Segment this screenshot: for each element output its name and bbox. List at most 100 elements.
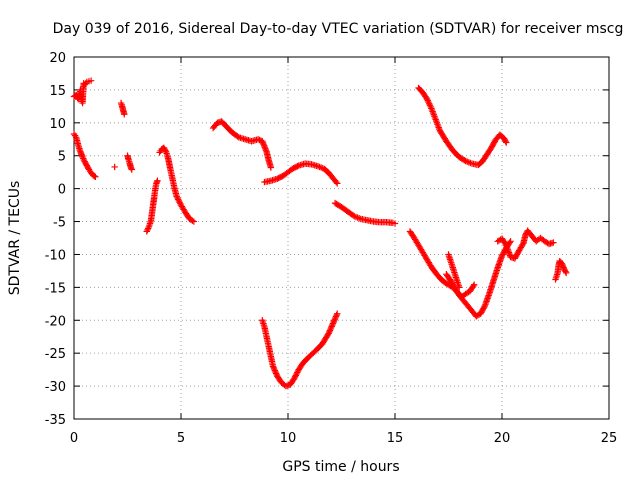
data-point-marker (272, 368, 279, 376)
data-series-s16 (494, 227, 557, 262)
y-tick-label: -30 (45, 380, 66, 395)
data-point-marker (259, 139, 267, 146)
chart-title: Day 039 of 2016, Sidereal Day-to-day VTE… (53, 21, 624, 37)
data-point-marker (456, 284, 463, 291)
data-point-marker (330, 318, 337, 326)
y-tick-label: -35 (45, 413, 66, 428)
data-point-marker (254, 136, 262, 143)
data-series-s10 (259, 310, 341, 390)
data-point-marker (294, 369, 301, 376)
data-point-marker (326, 327, 334, 334)
data-point-marker (234, 133, 241, 140)
data-points (70, 77, 570, 390)
data-point-marker (562, 268, 569, 275)
data-series-s7 (156, 144, 198, 225)
data-series-s2 (70, 130, 99, 180)
x-tick-label: 0 (70, 431, 78, 446)
data-point-marker (173, 193, 180, 200)
x-tick-label: 15 (387, 431, 404, 446)
data-point-marker (176, 199, 183, 206)
y-tick-label: 10 (49, 117, 66, 132)
data-point-marker (502, 240, 509, 248)
data-series-s12 (415, 84, 510, 169)
data-point-marker (328, 323, 335, 330)
data-point-marker (291, 374, 298, 382)
data-point-marker (294, 163, 301, 170)
data-point-marker (332, 314, 339, 322)
y-tick-label: -25 (45, 347, 66, 362)
data-point-marker (269, 363, 277, 370)
data-point-marker (461, 157, 468, 164)
y-tick-label: -10 (45, 248, 66, 263)
x-tick-label: 5 (177, 431, 185, 446)
data-point-marker (267, 164, 275, 171)
data-point-marker (154, 177, 161, 184)
data-series-s5 (124, 152, 135, 173)
data-point-marker (325, 330, 332, 337)
data-point-marker (470, 281, 478, 288)
data-point-marker (333, 311, 340, 319)
y-axis-label: SDTVAR / TECUs (7, 181, 23, 296)
data-point-marker (174, 194, 181, 202)
data-point-marker (329, 321, 336, 329)
data-point-marker (519, 241, 526, 248)
data-point-marker (121, 111, 128, 118)
data-point-marker (331, 316, 338, 323)
data-point-marker (271, 367, 279, 374)
data-point-marker (260, 142, 268, 149)
data-point-marker (111, 163, 118, 171)
data-point-marker (327, 326, 334, 333)
data-point-marker (502, 138, 509, 145)
y-tick-label: -20 (45, 314, 66, 329)
data-series-s14 (443, 238, 514, 320)
data-point-marker (259, 138, 266, 145)
data-point-marker (507, 238, 514, 245)
y-tick-label: 0 (58, 183, 66, 198)
axis-ticks: -35 -30 -25 -20 -15 -10 -5 0 5 10 15 20 0 5 10 15 20 25 (45, 51, 618, 446)
grid-lines (74, 57, 609, 419)
data-point-marker (189, 217, 196, 224)
plot-frame (73, 56, 610, 420)
data-series-s3 (111, 163, 118, 171)
y-tick-label: 5 (58, 150, 66, 165)
data-point-marker (262, 147, 270, 154)
data-point-marker (330, 317, 338, 324)
data-point-marker (190, 218, 198, 225)
data-point-marker (82, 80, 89, 87)
data-point-marker (292, 372, 300, 379)
y-tick-label: 15 (49, 84, 66, 99)
data-series-s13 (406, 228, 478, 301)
y-tick-label: -5 (53, 216, 66, 231)
data-series-s6 (143, 177, 161, 235)
x-axis-label: GPS time / hours (282, 459, 399, 475)
y-tick-label: -15 (45, 281, 66, 296)
data-point-marker (334, 180, 341, 187)
data-point-marker (91, 172, 98, 180)
data-point-marker (291, 373, 299, 380)
data-point-marker (256, 136, 263, 144)
data-series-s1 (70, 77, 95, 107)
y-tick-label: 20 (49, 51, 66, 66)
data-point-marker (329, 320, 337, 327)
data-point-marker (92, 173, 99, 180)
data-point-marker (327, 324, 335, 331)
data-point-marker (326, 328, 333, 336)
data-series-s17 (552, 257, 570, 283)
data-series-s8 (209, 118, 275, 171)
data-point-marker (262, 145, 269, 152)
data-point-marker (480, 303, 488, 311)
data-series-s9 (261, 160, 341, 187)
x-tick-label: 20 (494, 431, 511, 446)
data-point-marker (272, 370, 280, 377)
data-point-marker (175, 197, 183, 205)
data-point-marker (261, 144, 268, 151)
data-point-marker (87, 77, 95, 84)
data-point-marker (470, 282, 477, 290)
data-point-marker (550, 239, 557, 246)
data-point-marker (271, 365, 278, 373)
data-point-marker (332, 313, 340, 320)
data-point-marker (293, 370, 300, 378)
data-point-marker (162, 147, 169, 154)
x-tick-label: 25 (601, 431, 618, 446)
